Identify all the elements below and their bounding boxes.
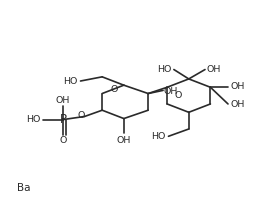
Text: O: O	[59, 136, 67, 145]
Text: OH: OH	[230, 100, 245, 109]
Text: HO: HO	[63, 76, 77, 85]
Text: P: P	[60, 113, 66, 126]
Text: HO: HO	[157, 65, 172, 74]
Text: HO: HO	[151, 132, 165, 141]
Text: OH: OH	[230, 82, 245, 91]
Text: OH: OH	[207, 65, 221, 74]
Text: OH: OH	[117, 136, 131, 145]
Text: Ba: Ba	[17, 184, 30, 193]
Text: OH: OH	[163, 87, 177, 96]
Text: OH: OH	[56, 96, 70, 105]
Text: O: O	[77, 111, 85, 120]
Text: O: O	[175, 91, 182, 100]
Text: O: O	[111, 85, 118, 94]
Text: HO: HO	[26, 115, 41, 124]
